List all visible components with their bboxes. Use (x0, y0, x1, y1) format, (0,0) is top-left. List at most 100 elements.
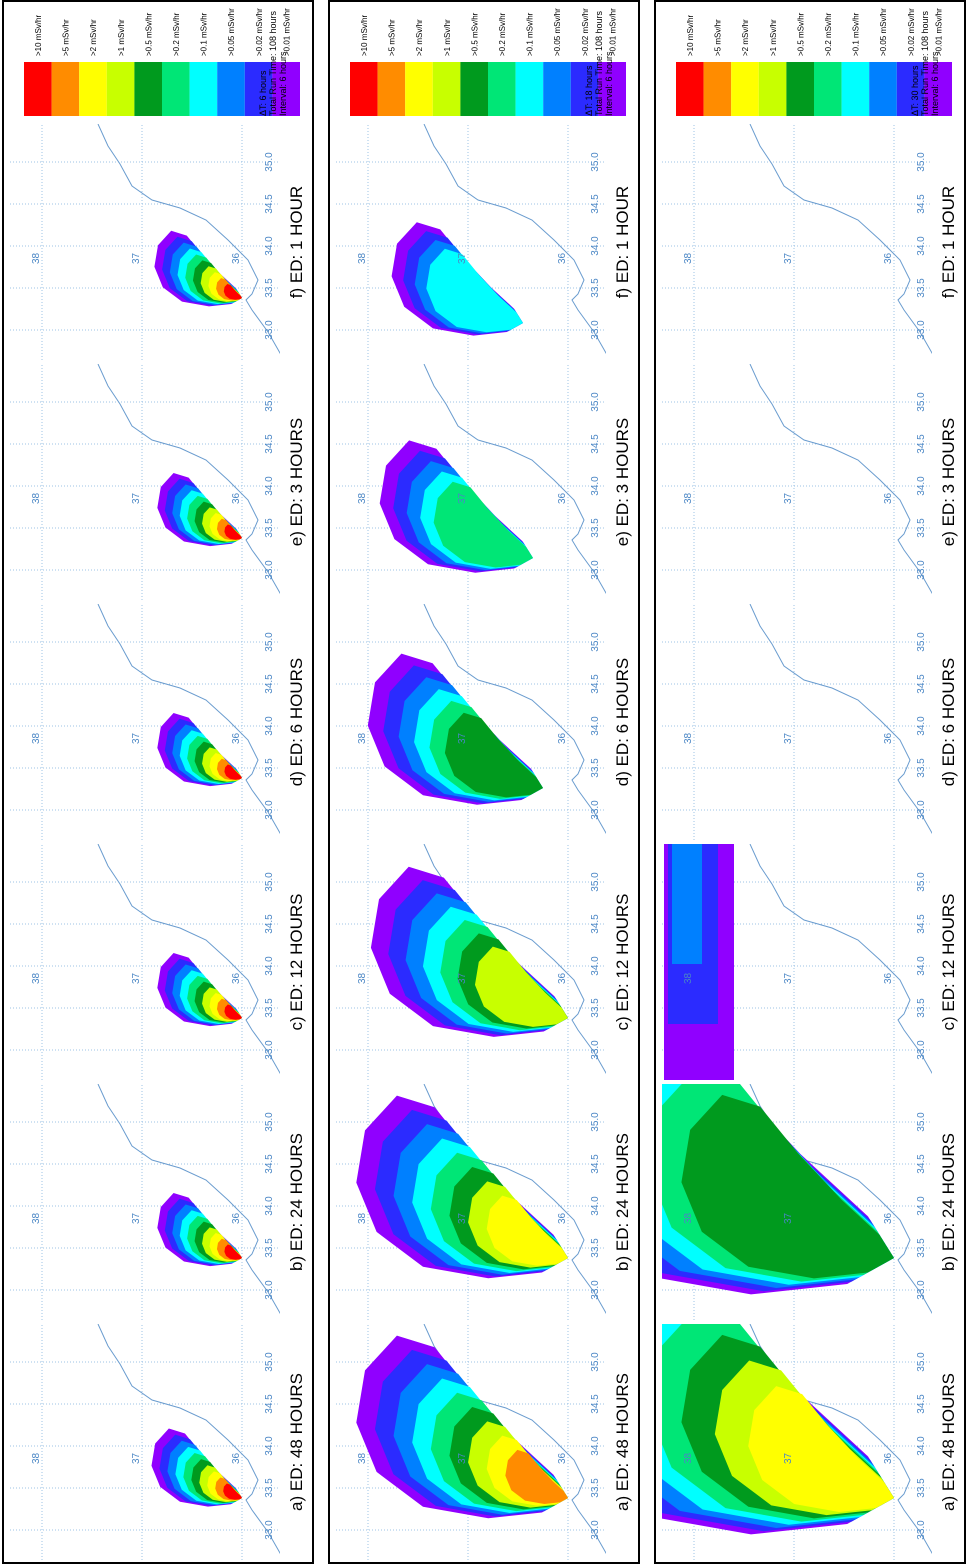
latitude-label: 38 (683, 252, 694, 264)
legend-label: >0.1 mSv/hr (200, 12, 209, 56)
longitude-label: 34.5 (916, 194, 927, 214)
map-caption: b) ED: 24 HOURS (613, 1133, 632, 1271)
latitude-label: 37 (783, 1212, 794, 1224)
latitude-label: 38 (31, 252, 42, 264)
longitude-label: 34.5 (916, 1154, 927, 1174)
latitude-label: 37 (783, 492, 794, 504)
longitude-label: 33.5 (590, 998, 601, 1018)
latitude-label: 37 (783, 972, 794, 984)
longitude-label: 33.0 (916, 1280, 927, 1300)
map-caption: e) ED: 3 HOURS (287, 418, 306, 546)
longitude-label: 34.0 (916, 716, 927, 736)
latitude-label: 38 (31, 1212, 42, 1224)
legend-label: >0.5 mSv/hr (796, 12, 805, 56)
legend-label: >1 mSv/hr (443, 19, 452, 56)
longitude-label: 34.0 (264, 236, 275, 256)
longitude-label: 34.0 (264, 1196, 275, 1216)
latitude-label: 36 (231, 972, 242, 984)
longitude-label: 34.5 (916, 1394, 927, 1414)
longitude-label: 35.0 (916, 152, 927, 172)
longitude-label: 33.0 (264, 320, 275, 340)
map: 38373633.033.534.034.535.0 (662, 364, 936, 600)
longitude-label: 34.0 (264, 716, 275, 736)
legend-label: >0.05 mSv/hr (879, 8, 888, 56)
run-info: ΔT: 6 hours (258, 70, 268, 116)
legend-label: >0.05 mSv/hr (227, 8, 236, 56)
longitude-label: 35.0 (590, 632, 601, 652)
map-caption: e) ED: 3 HOURS (613, 418, 632, 546)
longitude-label: 33.0 (590, 1040, 601, 1060)
longitude-label: 33.0 (916, 1040, 927, 1060)
legend-swatch (516, 62, 544, 116)
latitude-label: 37 (457, 972, 468, 984)
legend-swatch (676, 62, 704, 116)
longitude-label: 34.5 (264, 1154, 275, 1174)
longitude-label: 33.5 (264, 518, 275, 538)
longitude-label: 35.0 (590, 152, 601, 172)
panel-svg: 38 37 36 33.0 33.5 34.0 34.5 35.0 a) ED: 48 HOUR… (328, 0, 640, 1564)
longitude-label: 34.0 (590, 1436, 601, 1456)
longitude-label: 35.0 (264, 632, 275, 652)
longitude-label: 33.0 (916, 560, 927, 580)
legend-label: >0.01 mSv/hr (608, 8, 617, 56)
figure: 38373633.033.534.034.535.0a) ED: 48 HOUR… (0, 0, 968, 1568)
legend-label: >0.1 mSv/hr (526, 12, 535, 56)
longitude-label: 34.0 (590, 236, 601, 256)
latitude-label: 36 (557, 492, 568, 504)
longitude-label: 33.0 (264, 800, 275, 820)
legend-label: >1 mSv/hr (117, 19, 126, 56)
run-info: Total Run Time: 108 hours (268, 10, 278, 116)
latitude-label: 36 (883, 1452, 894, 1464)
latitude-label: 38 (683, 972, 694, 984)
longitude-label: 33.5 (264, 1478, 275, 1498)
legend-label: >5 mSv/hr (714, 19, 723, 56)
panel: 38 37 36 33.0 33.5 34.0 34.5 35.0 a) ED: 48 HOUR… (328, 0, 640, 1564)
map: 38373633.033.534.034.535.0 (10, 124, 284, 360)
longitude-label: 34.0 (590, 716, 601, 736)
longitude-label: 33.0 (264, 1040, 275, 1060)
legend-label: >10 mSv/hr (686, 15, 695, 56)
latitude-label: 38 (357, 1452, 368, 1464)
latitude-label: 36 (557, 732, 568, 744)
legend-swatch (460, 62, 488, 116)
longitude-label: 35.0 (264, 1112, 275, 1132)
longitude-label: 34.0 (264, 956, 275, 976)
longitude-label: 33.5 (916, 758, 927, 778)
run-info: Total Run Time: 108 hours (920, 10, 930, 116)
longitude-label: 34.5 (590, 674, 601, 694)
longitude-label: 33.0 (264, 1520, 275, 1540)
longitude-label: 35.0 (590, 1112, 601, 1132)
legend-swatch (378, 62, 406, 116)
coastline (750, 124, 936, 360)
latitude-label: 36 (883, 252, 894, 264)
legend-swatch (134, 62, 162, 116)
latitude-label: 36 (557, 972, 568, 984)
map-caption: c) ED: 12 HOURS (613, 894, 632, 1031)
latitude-label: 37 (131, 492, 142, 504)
longitude-label: 33.0 (916, 1520, 927, 1540)
longitude-label: 33.0 (590, 800, 601, 820)
longitude-label: 34.0 (916, 236, 927, 256)
longitude-label: 35.0 (916, 392, 927, 412)
map: 38373633.033.534.034.535.0 (662, 844, 936, 1080)
legend-swatch (79, 62, 107, 116)
map-caption: a) ED: 48 HOURS (613, 1373, 632, 1511)
legend-swatch (786, 62, 814, 116)
longitude-label: 33.0 (590, 560, 601, 580)
legend-label: >5 mSv/hr (62, 19, 71, 56)
legend-label: >0.5 mSv/hr (470, 12, 479, 56)
map: 38373633.033.534.034.535.0 (10, 844, 284, 1080)
longitude-label: 34.0 (916, 476, 927, 496)
legend-swatch (488, 62, 516, 116)
longitude-label: 33.5 (916, 1238, 927, 1258)
latitude-label: 37 (783, 1452, 794, 1464)
map-caption: b) ED: 24 HOURS (287, 1133, 306, 1271)
latitude-label: 37 (131, 972, 142, 984)
latitude-label: 37 (131, 1452, 142, 1464)
longitude-label: 34.5 (590, 194, 601, 214)
longitude-label: 33.5 (590, 518, 601, 538)
longitude-label: 33.5 (590, 758, 601, 778)
legend-label: >2 mSv/hr (415, 19, 424, 56)
